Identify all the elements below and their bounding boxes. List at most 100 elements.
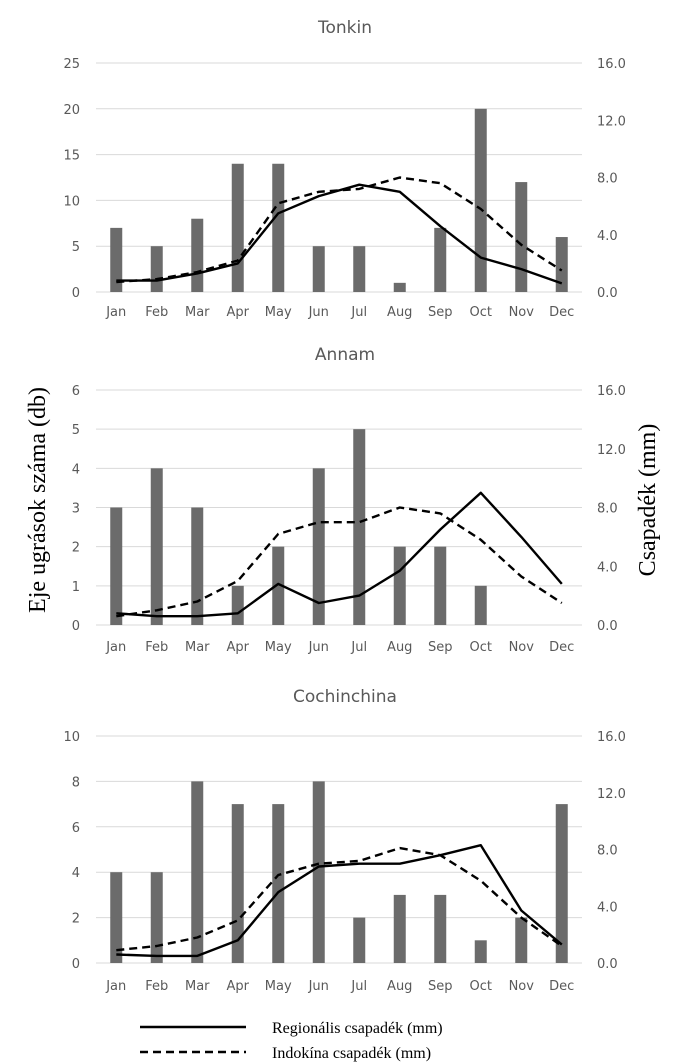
- regional-rainfall-line: [116, 183, 563, 285]
- regional-rainfall-line: [116, 844, 563, 958]
- indochina-rainfall-line: [116, 506, 563, 618]
- month-label: Oct: [470, 979, 492, 994]
- bar: [150, 872, 163, 963]
- legend-regional-label: Regionális csapadék (mm): [272, 1020, 443, 1037]
- month-label: May: [265, 305, 292, 320]
- bar: [272, 546, 285, 625]
- month-label: Jul: [350, 640, 367, 655]
- bar: [353, 917, 366, 963]
- right-tick-label: 8.0: [597, 172, 618, 187]
- left-tick-label: 2: [72, 912, 80, 927]
- indochina-rainfall-line: [116, 176, 563, 284]
- right-tick-label: 0.0: [597, 286, 618, 301]
- month-label: Mar: [185, 640, 210, 655]
- bar: [353, 246, 366, 292]
- left-tick-label: 0: [72, 619, 80, 634]
- month-label: Jan: [105, 640, 126, 655]
- panel-title: Annam: [315, 345, 375, 365]
- left-tick-label: 2: [72, 541, 80, 556]
- month-label: May: [265, 640, 292, 655]
- chart-panel-cochinchina: Cochinchina 0 2 4 6 8 10 0.0 4.0 8.0 12.0 16.0 Jan Fe…: [63, 687, 626, 994]
- indochina-rainfall-line: [116, 846, 563, 952]
- left-tick-label: 0: [72, 957, 80, 972]
- bar: [474, 940, 487, 963]
- right-tick-label: 4.0: [597, 900, 618, 915]
- legend: Regionális csapadék (mm) Indokína csapad…: [140, 1020, 443, 1062]
- left-tick-label: 6: [72, 821, 80, 836]
- left-tick-label: 15: [63, 149, 80, 164]
- right-tick-label: 8.0: [597, 844, 618, 859]
- right-tick-label: 12.0: [597, 443, 626, 458]
- bar: [515, 182, 528, 292]
- bar: [393, 894, 406, 963]
- left-tick-label: 0: [72, 286, 80, 301]
- month-label: Mar: [185, 305, 210, 320]
- left-tick-label: 10: [63, 194, 80, 209]
- bar: [231, 163, 244, 292]
- bar: [110, 507, 123, 625]
- month-label: Nov: [509, 305, 535, 320]
- month-label: Jun: [308, 979, 329, 994]
- month-label: Sep: [428, 640, 453, 655]
- month-label: Dec: [549, 979, 574, 994]
- regional-rainfall-line: [116, 491, 563, 618]
- bar: [312, 781, 325, 963]
- left-tick-label: 4: [72, 462, 80, 477]
- bar: [434, 894, 447, 963]
- right-tick-label: 0.0: [597, 619, 618, 634]
- right-tick-label: 4.0: [597, 229, 618, 244]
- left-tick-label: 6: [72, 384, 80, 399]
- left-tick-label: 25: [63, 57, 80, 72]
- left-tick-label: 4: [72, 866, 80, 881]
- month-label: Jan: [105, 305, 126, 320]
- bar: [312, 246, 325, 292]
- bar: [555, 804, 568, 963]
- bar: [515, 917, 528, 963]
- month-label: Dec: [549, 305, 574, 320]
- bar: [312, 468, 325, 625]
- left-tick-label: 20: [63, 103, 80, 118]
- bar: [110, 227, 123, 292]
- bar: [393, 282, 406, 292]
- month-label: May: [265, 979, 292, 994]
- legend-indochina-label: Indokína csapadék (mm): [272, 1045, 431, 1062]
- right-tick-label: 12.0: [597, 114, 626, 129]
- left-tick-label: 5: [72, 240, 80, 255]
- month-label: Aug: [387, 305, 412, 320]
- left-tick-label: 1: [72, 580, 80, 595]
- month-label: Sep: [428, 305, 453, 320]
- left-tick-label: 5: [72, 423, 80, 438]
- bar: [110, 872, 123, 963]
- month-label: Apr: [227, 305, 250, 320]
- month-label: Nov: [509, 979, 535, 994]
- month-label: Oct: [470, 640, 492, 655]
- month-label: Apr: [227, 979, 250, 994]
- month-label: Feb: [145, 979, 168, 994]
- chart-panel-annam: Annam 0 1 2 3 4 5 6 0.0 4.0 8.0 12.0 16.0 Jan Feb Mar Ap…: [72, 345, 626, 655]
- month-label: Feb: [145, 305, 168, 320]
- month-label: Jun: [308, 640, 329, 655]
- month-label: Oct: [470, 305, 492, 320]
- right-tick-label: 0.0: [597, 957, 618, 972]
- month-label: Sep: [428, 979, 453, 994]
- left-tick-label: 10: [63, 730, 80, 745]
- chart-panel-tonkin: Tonkin 0 5 10 15 20 25 0.0 4.0 8.0 12.0 16.0 Jan Feb M…: [63, 18, 626, 320]
- bar: [191, 507, 204, 625]
- bar: [191, 781, 204, 963]
- month-label: Jul: [350, 305, 367, 320]
- bar: [474, 585, 487, 625]
- bar: [150, 246, 163, 292]
- right-tick-label: 16.0: [597, 57, 626, 72]
- bar: [272, 163, 285, 292]
- month-label: Feb: [145, 640, 168, 655]
- left-tick-label: 3: [72, 502, 80, 517]
- left-tick-label: 8: [72, 775, 80, 790]
- month-label: Aug: [387, 979, 412, 994]
- y-axis-right-label: Csapadék (mm): [635, 424, 661, 577]
- bar: [555, 237, 568, 292]
- bar: [393, 546, 406, 625]
- month-label: Jul: [350, 979, 367, 994]
- month-label: Nov: [509, 640, 535, 655]
- right-tick-label: 8.0: [597, 502, 618, 517]
